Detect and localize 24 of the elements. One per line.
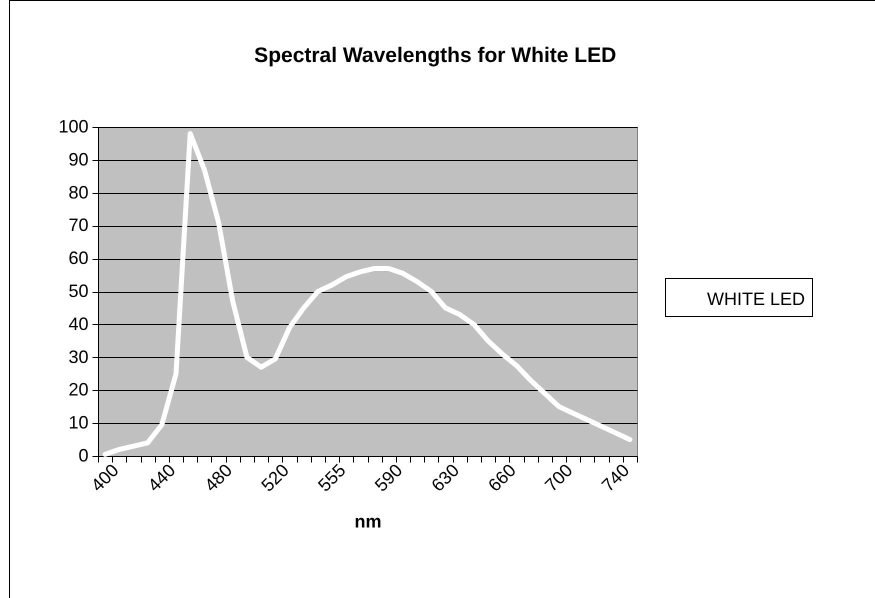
x-tick-label: 630 bbox=[428, 460, 463, 496]
text: WHITE LED bbox=[707, 289, 806, 309]
y-tick-label: 20 bbox=[68, 380, 88, 400]
x-tick-label: 740 bbox=[598, 460, 634, 496]
x-tick-label: 700 bbox=[541, 460, 576, 496]
y-tick-label: 40 bbox=[68, 314, 88, 334]
y-tick-label: 10 bbox=[68, 412, 88, 433]
y-tick-label: 70 bbox=[68, 215, 88, 236]
x-tick-label: 590 bbox=[370, 460, 406, 496]
y-tick-label: 30 bbox=[68, 346, 88, 367]
y-tick-label: 0 bbox=[78, 446, 88, 466]
y-tick-label: 80 bbox=[68, 182, 88, 202]
y-tick-label: 90 bbox=[68, 149, 88, 170]
x-tick-label: 480 bbox=[200, 460, 236, 496]
x-tick-label: 555 bbox=[314, 460, 350, 496]
x-tick-label: 660 bbox=[484, 460, 520, 496]
x-tick-label: 400 bbox=[87, 460, 123, 496]
x-tick-label: 520 bbox=[257, 460, 293, 496]
chart-title: Spectral Wavelengths for White LED bbox=[254, 44, 616, 67]
y-tick-label: 60 bbox=[68, 248, 88, 268]
x-axis-title: nm bbox=[354, 511, 382, 532]
y-tick-label: 100 bbox=[58, 116, 88, 136]
y-tick-label: 50 bbox=[68, 281, 88, 301]
x-tick-label: 440 bbox=[144, 460, 180, 496]
